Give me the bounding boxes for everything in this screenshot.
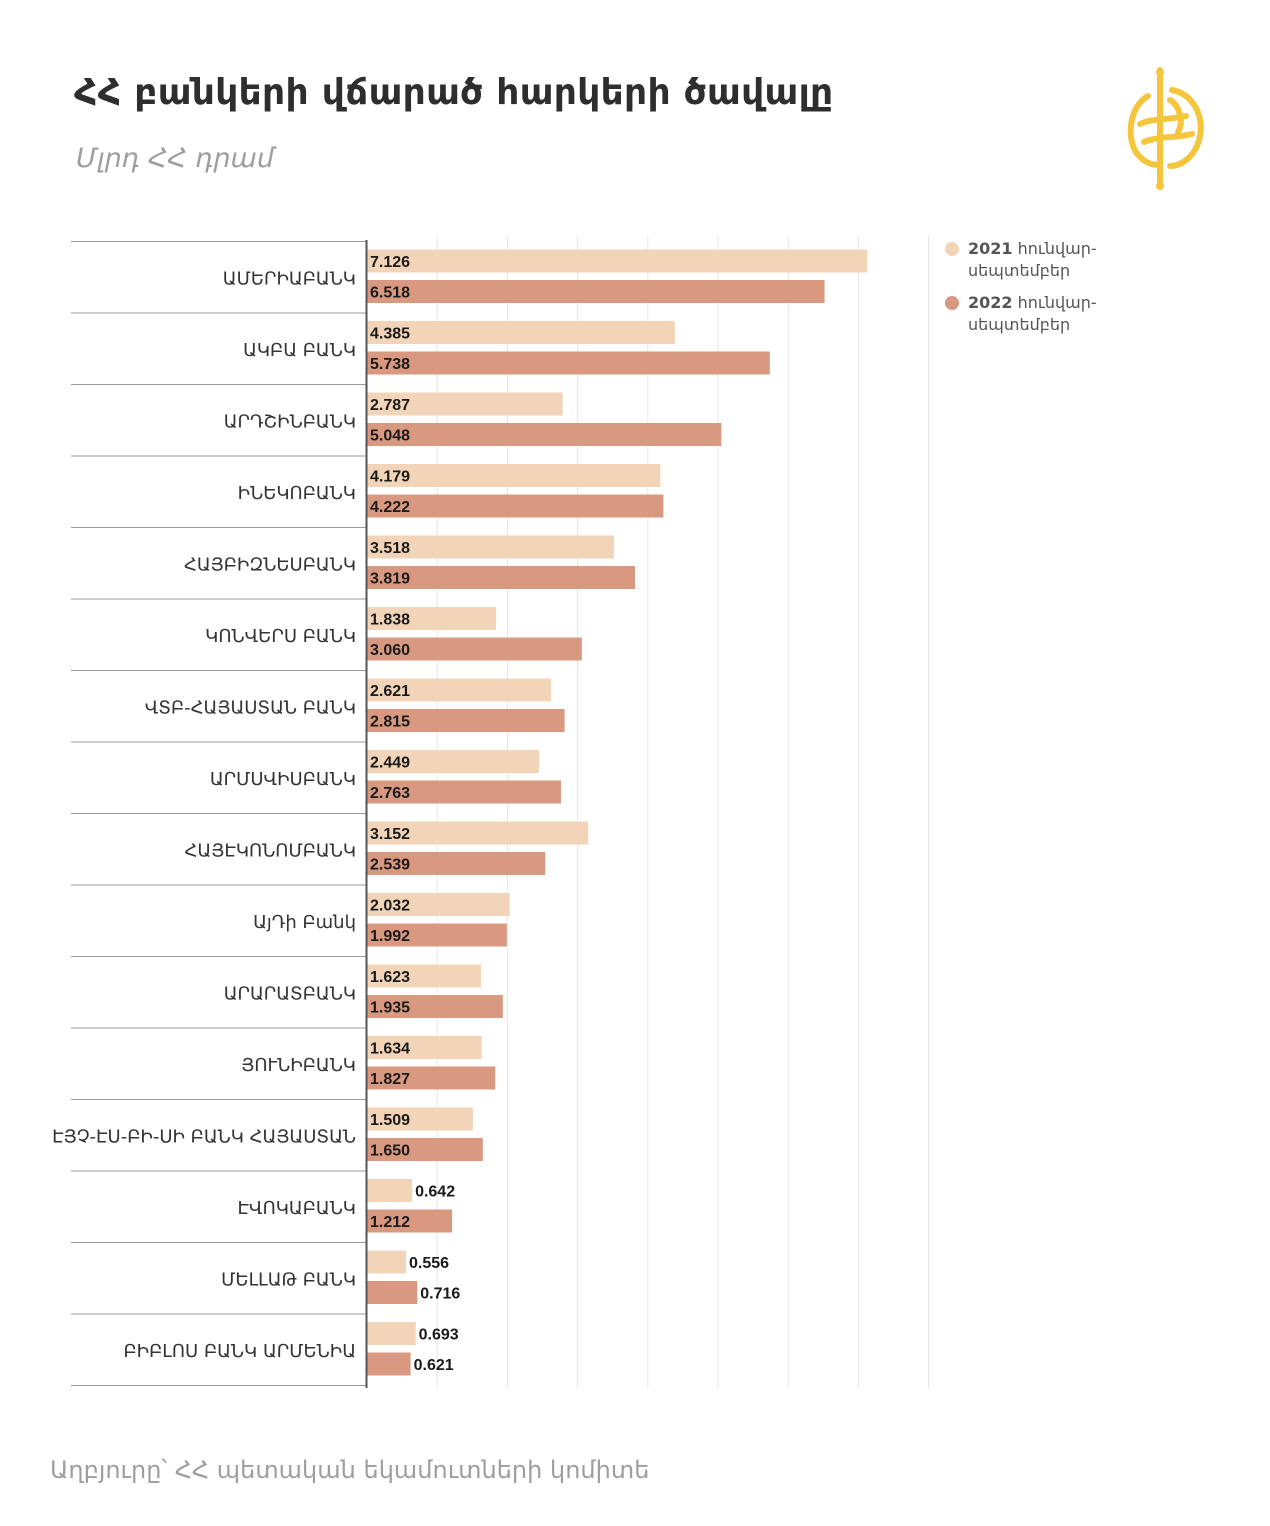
value-label: 2.815	[370, 714, 410, 731]
value-label: 3.152	[370, 826, 410, 843]
bar-2021	[367, 1250, 407, 1274]
chart-subtitle: Մլրդ ՀՀ դրամ	[76, 143, 274, 174]
bar-2022	[367, 780, 561, 804]
category-label: ԱՐԱՐԱՏԲԱՆԿ	[224, 983, 356, 1004]
category-label: ԿՈՆՎԵՐՍ ԲԱՆԿ	[205, 626, 356, 647]
value-label: 2.621	[370, 683, 410, 700]
category-label: ԱՄԵՐԻԱԲԱՆԿ	[223, 268, 356, 289]
legend-period-line2-2021: սեպտեմբեր	[968, 261, 1071, 280]
bar-2022	[367, 637, 582, 661]
bar-2022	[367, 1281, 418, 1304]
legend-period-line1-2022: հունվար-	[1017, 293, 1097, 312]
value-label: 1.509	[370, 1112, 410, 1129]
category-label: ՎՏԲ-ՀԱՅԱՍՏԱՆ ԲԱՆԿ	[145, 697, 356, 718]
value-label: 0.621	[414, 1357, 454, 1374]
bar-2021	[367, 249, 868, 273]
value-labels: 7.126 6.518 4.385 5.738 2.787 5.048 4.179 4.222…	[370, 254, 460, 1374]
bar-2022	[367, 1138, 483, 1161]
bar-2021	[367, 392, 563, 416]
category-label: ԱԿԲԱ ԲԱՆԿ	[243, 340, 356, 361]
category-label: ԲԻԲԼՈՍ ԲԱՆԿ ԱՐՄԵՆԻԱ	[124, 1341, 357, 1362]
bar-2022	[367, 923, 507, 947]
bar-2022	[367, 280, 825, 303]
source-note: Աղբյուրը՝ ՀՀ պետական եկամուտների կոմիտե	[50, 1456, 650, 1484]
bar-2021	[367, 321, 675, 344]
bar-2021	[367, 1179, 413, 1202]
legend-year-2021: 2021	[968, 239, 1013, 258]
value-label: 0.716	[420, 1286, 460, 1303]
bar-2021	[367, 535, 614, 559]
value-label: 4.385	[370, 326, 410, 343]
value-label: 3.060	[370, 642, 410, 659]
category-label: ԱՐԴՇԻՆԲԱՆԿ	[224, 411, 356, 432]
value-label: 5.048	[370, 428, 410, 445]
value-label: 1.935	[370, 1000, 410, 1017]
legend-label-2022: 2022 հունվար-սեպտեմբեր	[968, 292, 1097, 336]
category-label: ԷՎՈԿԱԲԱՆԿ	[238, 1198, 357, 1219]
value-label: 1.992	[370, 928, 410, 945]
value-label: 0.693	[419, 1327, 459, 1344]
value-label: 5.738	[370, 356, 410, 373]
bar-2022	[367, 1209, 453, 1233]
bar-2022	[367, 494, 664, 518]
bar-2022	[367, 423, 722, 446]
category-label: ԻՆԵԿՈԲԱՆԿ	[238, 483, 356, 504]
value-label: 0.642	[415, 1184, 455, 1201]
value-label: 0.556	[409, 1255, 449, 1272]
value-label: 7.126	[370, 254, 410, 271]
bar-2021	[367, 464, 661, 487]
row-separators	[71, 241, 366, 1386]
category-label: ՀԱՅԲԻԶՆԵՍԲԱՆԿ	[184, 554, 356, 575]
bar-2022	[367, 351, 770, 375]
legend-year-2022: 2022	[968, 293, 1013, 312]
value-label: 1.634	[370, 1041, 410, 1058]
chart-title: ՀՀ բանկերի վճարած հարկերի ծավալը	[74, 72, 834, 113]
bar-2022	[367, 1352, 411, 1376]
value-label: 1.650	[370, 1143, 410, 1160]
legend-period-line2-2022: սեպտեմբեր	[968, 315, 1071, 334]
category-label: ՅՈՒՆԻԲԱՆԿ	[241, 1055, 356, 1076]
value-label: 2.449	[370, 755, 410, 772]
bar-2021	[367, 1107, 473, 1131]
legend-period-line1-2021: հունվար-	[1017, 239, 1097, 258]
value-label: 3.819	[370, 571, 410, 588]
bar-2022	[367, 995, 503, 1018]
value-label: 2.763	[370, 785, 410, 802]
value-label: 4.179	[370, 469, 410, 486]
category-label: ԱյԴի Բանկ	[253, 912, 356, 933]
value-label: 2.539	[370, 857, 410, 874]
bar-2021	[367, 1322, 416, 1345]
bar-2022	[367, 852, 546, 875]
value-label: 3.518	[370, 540, 410, 557]
value-label: 2.032	[370, 898, 410, 915]
bar-2022	[367, 709, 565, 732]
value-label: 4.222	[370, 499, 410, 516]
bar-2022	[367, 1066, 496, 1090]
bar-2021	[367, 750, 539, 773]
category-label: ԱՐՄՍՎԻՍԲԱՆԿ	[210, 769, 356, 790]
bar-2021	[367, 821, 589, 845]
value-label: 1.212	[370, 1214, 410, 1231]
value-label: 2.787	[370, 397, 410, 414]
bar-2021	[367, 964, 481, 988]
value-label: 6.518	[370, 285, 410, 302]
bar-2021	[367, 1036, 482, 1059]
value-label: 1.838	[370, 612, 410, 629]
bar-2021	[367, 607, 497, 630]
bar-2022	[367, 566, 636, 589]
value-label: 1.623	[370, 969, 410, 986]
bars	[367, 249, 868, 1376]
category-label: ՀԱՅԷԿՈՆՈՄԲԱՆԿ	[185, 840, 356, 861]
category-labels: ԱՄԵՐԻԱԲԱՆԿ ԱԿԲԱ ԲԱՆԿ ԱՐԴՇԻՆԲԱՆԿ ԻՆԵԿՈԲԱՆԿ ՀԱ…	[52, 268, 356, 1362]
value-label: 1.827	[370, 1071, 410, 1088]
logo-icon	[1127, 67, 1204, 190]
legend-swatch-2021	[945, 242, 959, 256]
bar-2021	[367, 678, 551, 702]
legend-label-2021: 2021 հունվար-սեպտեմբեր	[968, 238, 1097, 282]
category-label: ԷՅՉ-ԷՍ-ԲԻ-ՍԻ ԲԱՆԿ ՀԱՅԱՍՏԱՆ	[52, 1126, 356, 1147]
legend-swatch-2022	[945, 296, 959, 310]
bar-2021	[367, 893, 510, 916]
category-label: ՄԵԼԼԱԹ ԲԱՆԿ	[221, 1269, 356, 1290]
